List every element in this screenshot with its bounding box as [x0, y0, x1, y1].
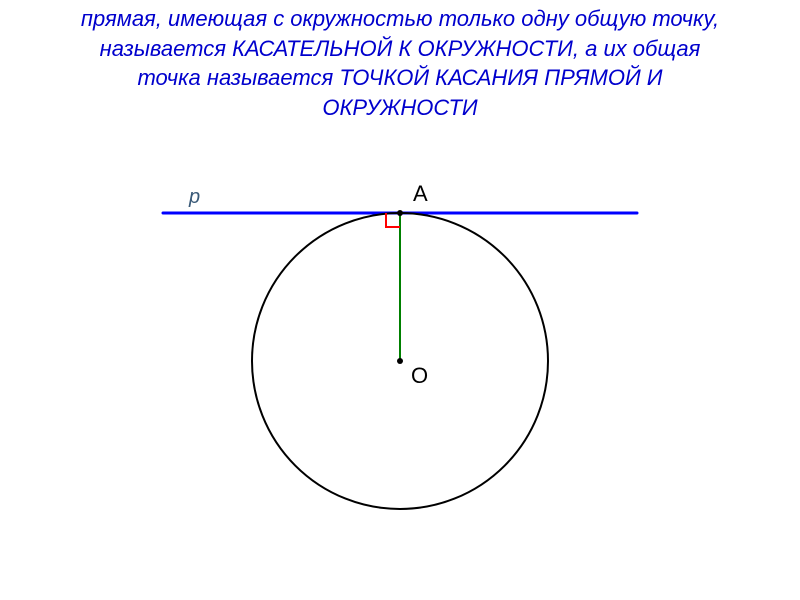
point-o [397, 358, 403, 364]
label-a: A [413, 181, 428, 206]
label-o: O [411, 363, 428, 388]
geometry-diagram: p A O [125, 151, 675, 581]
label-p: p [188, 186, 200, 208]
definition-line: называется КАСАТЕЛЬНОЙ К ОКРУЖНОСТИ, а и… [0, 34, 800, 64]
diagram-container: p A O [0, 151, 800, 581]
definition-line: ОКРУЖНОСТИ [0, 93, 800, 123]
definition-text: прямая, имеющая с окружностью только одн… [0, 0, 800, 123]
point-a [397, 210, 403, 216]
definition-line: точка называется ТОЧКОЙ КАСАНИЯ ПРЯМОЙ И [0, 63, 800, 93]
definition-line: прямая, имеющая с окружностью только одн… [0, 4, 800, 34]
